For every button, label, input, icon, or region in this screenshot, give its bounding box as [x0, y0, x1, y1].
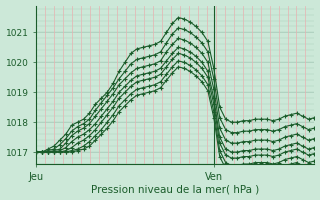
X-axis label: Pression niveau de la mer( hPa ): Pression niveau de la mer( hPa ) — [91, 184, 260, 194]
